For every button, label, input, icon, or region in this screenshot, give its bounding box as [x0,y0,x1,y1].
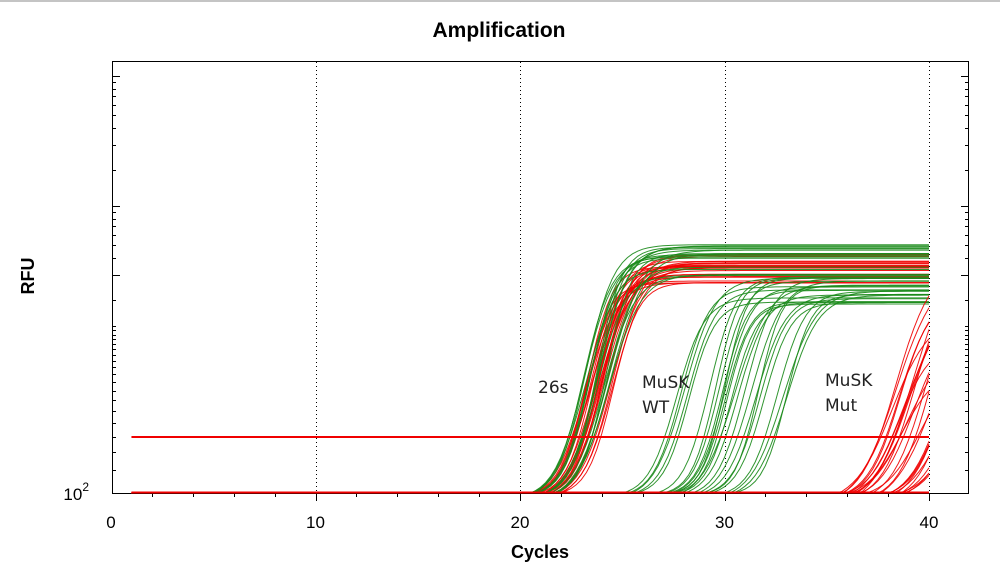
amplification-curve-97 [131,321,930,494]
amplification-curve-74 [131,295,930,494]
amplification-curve-76 [131,329,930,494]
amplification-curve-71 [131,467,930,494]
amplification-curve-91 [131,391,930,494]
amplification-curve-59 [131,293,929,494]
amplification-curve-88 [131,346,930,494]
y-tick-exponent: 2 [82,480,89,494]
amplification-curve-57 [131,289,929,494]
annotation-1-line-1: WT [642,398,670,418]
amplification-curve-54 [131,301,929,494]
amplification-curve-26 [131,266,929,494]
x-tick-labels: 0 10 20 30 40 [106,513,938,532]
amplification-curve-20 [131,262,929,494]
amplification-curve-16 [131,264,929,494]
amplification-curve-82 [131,340,930,494]
annotation-1-line-0: MuSK [642,373,690,393]
amplification-curve-61 [131,294,929,494]
amplification-curve-66 [131,280,929,494]
amplification-curve-36 [131,274,929,494]
amplification-curve-31 [131,246,929,494]
amplification-curve-90 [131,456,930,494]
amplification-curve-5 [131,273,929,494]
amplification-curve-17 [131,256,929,494]
amplification-curve-25 [131,282,929,494]
amplification-curve-80 [131,362,930,494]
x-tick-label-30: 30 [715,513,734,532]
amplification-curve-48 [131,294,929,494]
amplification-curve-69 [131,280,929,494]
amplification-curve-96 [131,413,930,494]
amplification-curve-7 [131,282,929,494]
amplification-curve-56 [131,303,929,494]
annotations: 26s MuSK WT MuSK Mut [538,371,873,418]
chart-title: Amplification [432,19,565,42]
amplification-curve-19 [131,274,929,494]
amplification-curve-33 [131,248,929,494]
amplification-curve-14 [131,282,929,494]
amplification-curve-81 [131,338,930,494]
amplification-curve-78 [131,456,930,494]
amplification-curve-30 [131,256,929,494]
x-tick-label-10: 10 [306,513,325,532]
y-tick-label: 102 [63,480,89,504]
amplification-curve-83 [131,375,930,494]
amplification-curve-47 [131,285,929,494]
annotation-2-line-1: Mut [825,396,857,416]
amplification-curve-64 [131,286,929,494]
amplification-curve-89 [131,390,930,494]
amplification-curve-28 [131,257,929,494]
y-axis-minor-ticks [112,76,969,471]
amplification-curve-92 [131,472,930,494]
amplification-curve-15 [131,267,929,494]
amplification-curves [131,244,930,494]
amplification-curve-87 [131,444,930,494]
y-axis-title: RFU [18,258,38,295]
x-tick-label-40: 40 [920,513,939,532]
amplification-curve-65 [131,294,929,494]
annotation-2-line-0: MuSK [825,371,873,391]
amplification-curve-77 [131,440,930,494]
amplification-curve-67 [131,284,929,494]
amplification-curve-95 [131,443,930,494]
x-axis-ticks [152,493,930,501]
annotation-0-line-0: 26s [538,378,569,398]
amplification-curve-93 [131,372,930,494]
amplification-curve-73 [131,414,930,494]
y-tick-base: 10 [63,485,82,504]
amplification-curve-39 [131,273,929,494]
x-tick-label-0: 0 [106,513,115,532]
amplification-curve-94 [131,322,930,494]
x-axis-title: Cycles [511,542,569,562]
amplification-curve-72 [131,445,930,494]
amplification-curve-75 [131,344,930,494]
amplification-curve-63 [131,301,929,494]
amplification-curve-79 [131,346,930,494]
threshold-lines [131,436,929,494]
amplification-curve-2 [131,280,929,494]
amplification-curve-12 [131,262,929,494]
amplification-curve-84 [131,473,930,494]
amplification-curve-27 [131,255,929,494]
x-tick-label-20: 20 [511,513,530,532]
amplification-curve-85 [131,475,930,494]
amplification-curve-45 [131,289,929,494]
amplification-curve-55 [131,301,929,494]
amplification-curve-52 [131,286,929,494]
amplification-curve-32 [131,274,929,494]
amplification-curve-58 [131,302,929,494]
